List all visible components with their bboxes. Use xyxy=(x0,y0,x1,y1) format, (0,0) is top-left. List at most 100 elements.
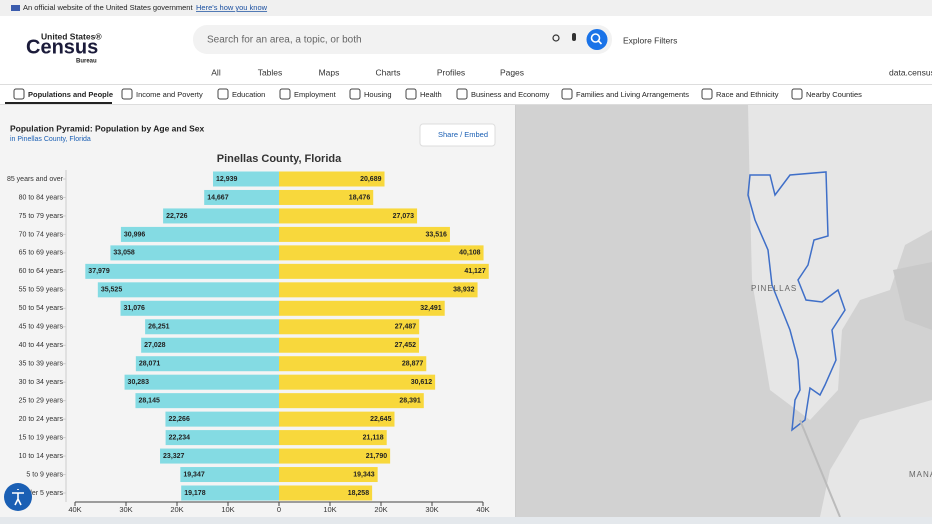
bar xyxy=(279,337,420,353)
bar xyxy=(279,189,374,205)
data-label: 33,058 xyxy=(113,250,135,257)
bar xyxy=(204,189,279,205)
map xyxy=(516,105,932,518)
nav-link[interactable]: Pages xyxy=(500,67,524,77)
chart-title: Pinellas County, Florida xyxy=(217,153,342,165)
tab[interactable]: Populations and People xyxy=(28,90,113,99)
nav-link[interactable]: All xyxy=(211,67,221,77)
data-label: 27,028 xyxy=(144,342,166,349)
bar xyxy=(279,393,424,409)
bar xyxy=(135,356,279,372)
tab[interactable]: Employment xyxy=(294,90,337,99)
flag xyxy=(11,5,20,11)
data-label: 32,491 xyxy=(420,305,442,312)
y-tick-label: 35 to 39 years xyxy=(19,361,64,368)
panel-title: Population Pyramid: Population by Age an… xyxy=(10,123,205,133)
x-tick-label: 0 xyxy=(277,505,281,514)
x-tick-label: 10K xyxy=(221,505,234,514)
y-tick-label: 70 to 74 years xyxy=(19,231,64,238)
location-icon[interactable] xyxy=(552,34,560,42)
x-tick-label: 40K xyxy=(68,505,81,514)
data-label: 21,790 xyxy=(366,453,388,460)
y-tick-label: 15 to 19 years xyxy=(19,434,64,441)
data-label: 22,645 xyxy=(370,416,392,423)
search-box[interactable] xyxy=(193,25,612,54)
nav-link[interactable]: Profiles xyxy=(437,67,465,77)
tab[interactable]: Race and Ethnicity xyxy=(716,90,779,99)
bar xyxy=(279,263,489,279)
data-label: 14,667 xyxy=(207,194,229,201)
tab[interactable]: Health xyxy=(420,90,442,99)
x-tick-label: 30K xyxy=(119,505,132,514)
bar xyxy=(165,430,279,446)
data-label: 37,979 xyxy=(88,268,110,275)
tab[interactable]: Education xyxy=(232,90,265,99)
y-tick-label: 65 to 69 years xyxy=(19,250,64,257)
bar xyxy=(279,319,420,335)
data-label: 30,996 xyxy=(124,231,146,238)
bar xyxy=(279,467,378,483)
data-label: 35,525 xyxy=(101,287,123,294)
map-land xyxy=(748,105,932,420)
nav-link[interactable]: Charts xyxy=(375,67,400,77)
nav-link[interactable]: Maps xyxy=(319,67,340,77)
share-label[interactable]: Share / Embed xyxy=(438,130,488,139)
y-tick-label: 50 to 54 years xyxy=(19,305,64,312)
bar xyxy=(279,208,418,224)
search-button[interactable] xyxy=(586,29,608,50)
data-label: 27,452 xyxy=(395,342,417,349)
bar xyxy=(279,245,484,261)
tab[interactable]: Nearby Counties xyxy=(806,90,862,99)
tab[interactable]: Housing xyxy=(364,90,392,99)
bar xyxy=(120,300,280,316)
bar xyxy=(180,467,279,483)
data-label: 30,283 xyxy=(128,379,150,386)
y-tick-label: 60 to 64 years xyxy=(19,268,64,275)
bar xyxy=(279,282,478,298)
y-tick-label: 10 to 14 years xyxy=(19,453,64,460)
tab-icon xyxy=(217,88,229,100)
mic-icon[interactable] xyxy=(572,33,576,41)
bar xyxy=(163,208,279,224)
logo-line: Bureau xyxy=(76,59,97,65)
map-land xyxy=(820,400,932,517)
y-tick-label: 5 to 9 years xyxy=(26,471,63,478)
x-tick-label: 20K xyxy=(170,505,183,514)
y-tick-label: 45 to 49 years xyxy=(19,324,64,331)
y-tick-label: 20 to 24 years xyxy=(19,416,64,423)
data-label: 18,476 xyxy=(349,194,371,201)
y-tick-label: 40 to 44 years xyxy=(19,342,64,349)
explore-filters[interactable]: Explore Filters xyxy=(623,35,677,45)
bar xyxy=(145,319,279,335)
data-label: 19,347 xyxy=(183,471,205,478)
tab-icon xyxy=(561,88,573,100)
search-placeholder[interactable]: Search for an area, a topic, or both xyxy=(207,35,362,46)
tab-icon xyxy=(701,88,713,100)
bar xyxy=(141,337,279,353)
y-tick-label: Under 5 years xyxy=(19,490,63,497)
share-button[interactable] xyxy=(419,123,496,147)
y-tick-label: 30 to 34 years xyxy=(19,379,64,386)
tab[interactable]: Families and Living Arrangements xyxy=(576,90,689,99)
tab[interactable]: Business and Economy xyxy=(471,90,550,99)
nav-link[interactable]: Tables xyxy=(258,67,283,77)
data-label: 22,234 xyxy=(169,434,191,441)
tab[interactable]: Income and Poverty xyxy=(136,90,203,99)
tab-icon xyxy=(405,88,417,100)
bar xyxy=(279,411,395,427)
banner-link[interactable]: Here's how you know xyxy=(196,3,268,12)
taskbar xyxy=(0,517,932,524)
tab-icon xyxy=(121,88,133,100)
bridge xyxy=(799,419,841,518)
bar xyxy=(279,226,450,242)
bar xyxy=(85,263,279,279)
panel-subtitle: in Pinellas County, Florida xyxy=(10,136,91,143)
bar xyxy=(279,300,445,316)
bar xyxy=(110,245,279,261)
data-label: 20,689 xyxy=(360,176,382,183)
bar xyxy=(124,374,279,390)
search-icon xyxy=(597,40,603,45)
bar xyxy=(135,393,279,409)
tab-icon xyxy=(349,88,361,100)
